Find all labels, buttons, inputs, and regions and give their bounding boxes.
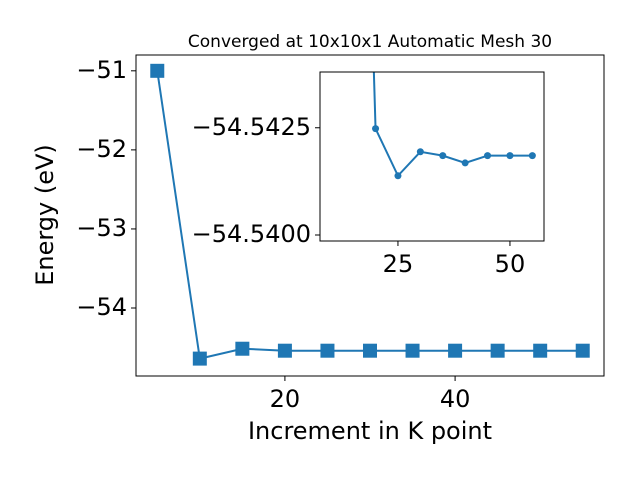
y-tick-label: −54	[76, 293, 127, 321]
data-point	[192, 351, 207, 366]
y-tick-label: −51	[76, 56, 127, 84]
x-tick-label: 40	[440, 385, 471, 413]
x-axis-label: Increment in K point	[248, 417, 492, 445]
y-axis-label: Energy (eV)	[31, 144, 59, 286]
chart-title: Converged at 10x10x1 Automatic Mesh 30	[188, 32, 552, 52]
x-tick-label: 20	[270, 385, 301, 413]
data-point	[448, 343, 463, 358]
data-point	[405, 343, 420, 358]
data-point	[490, 343, 505, 358]
plot-layer	[150, 63, 590, 366]
plot-frame	[135, 54, 605, 377]
data-point	[575, 343, 590, 358]
data-point	[439, 152, 447, 160]
data-point	[235, 341, 250, 356]
data-point	[363, 343, 377, 358]
y-tick-label: −54.5425	[192, 113, 311, 141]
data-point	[461, 159, 469, 167]
data-point	[416, 148, 424, 156]
data-point	[150, 63, 165, 78]
plot-frame	[319, 71, 545, 242]
data-point	[277, 343, 292, 358]
y-tick-label: −53	[76, 214, 127, 242]
plot-layer	[372, 72, 536, 180]
data-point	[394, 172, 402, 180]
data-point	[528, 152, 536, 160]
y-tick-label: −54.5400	[192, 220, 311, 248]
data-point	[372, 125, 380, 133]
x-tick-label: 25	[383, 250, 414, 278]
data-point	[320, 343, 335, 358]
data-point	[533, 343, 548, 358]
data-point	[484, 152, 492, 160]
x-tick-label: 50	[495, 250, 526, 278]
data-point	[506, 152, 514, 160]
y-tick-label: −52	[76, 135, 127, 163]
